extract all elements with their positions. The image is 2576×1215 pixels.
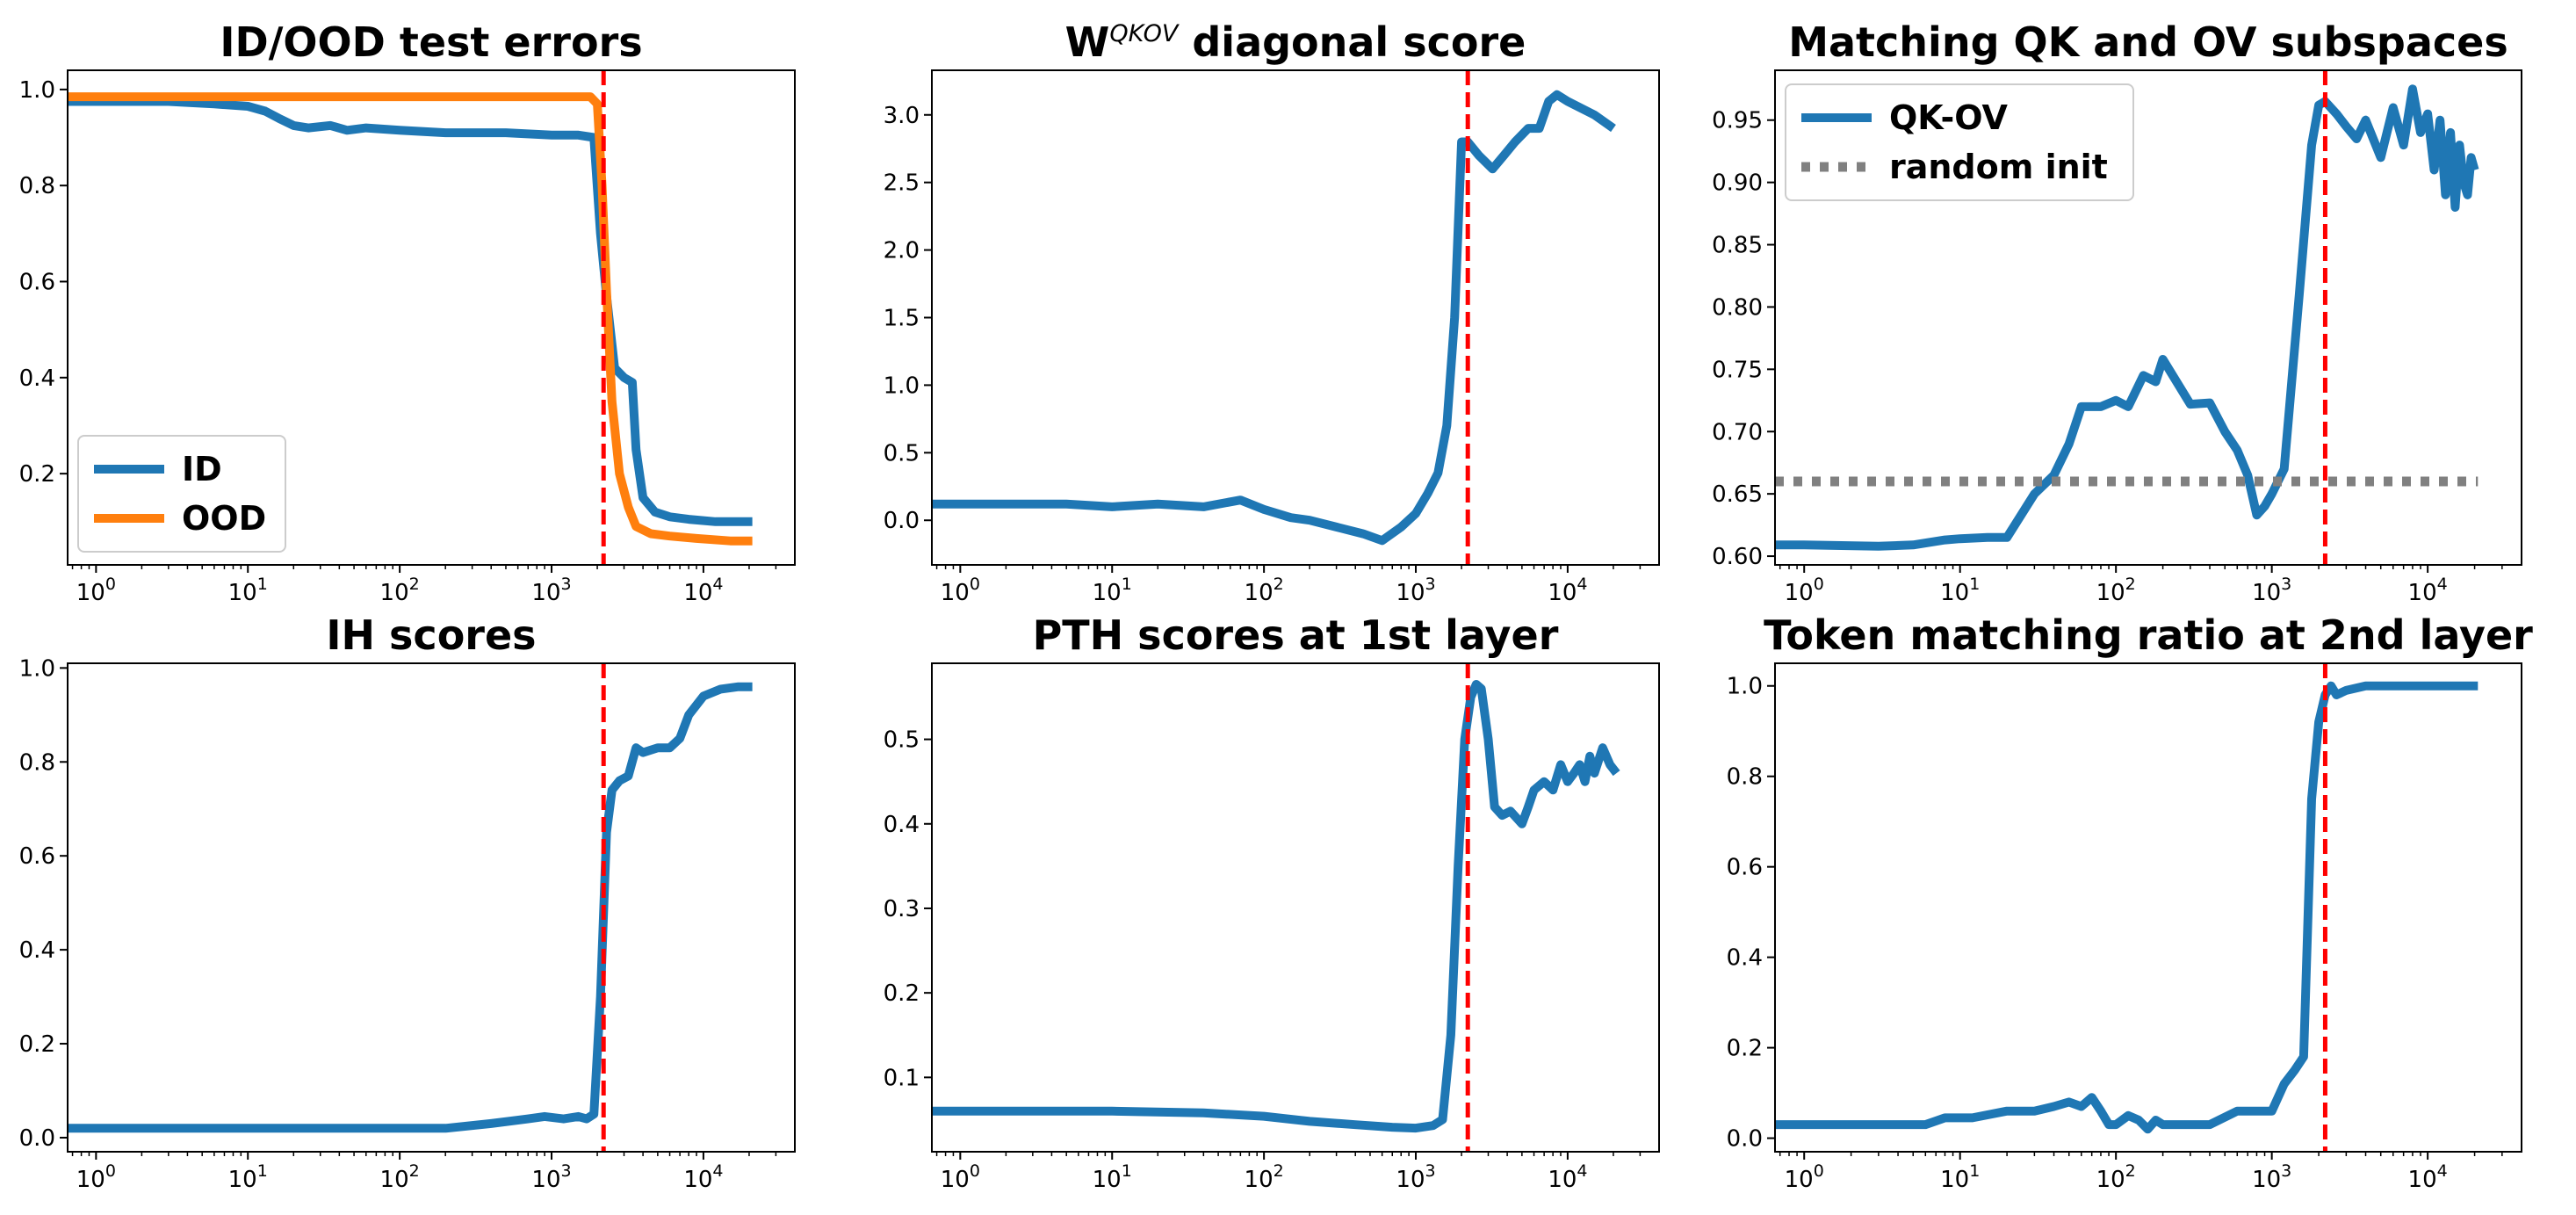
y-tick-label: 0.0 [884,508,920,534]
x-tick-label: 102 [2096,1161,2136,1193]
y-tick-label: 0.95 [1712,108,1763,134]
y-tick-label: 1.0 [1727,674,1763,700]
legend-label-random-init: random init [1889,148,2108,186]
y-tick-label: 0.8 [19,749,55,776]
y-tick-label: 0.80 [1712,294,1763,321]
panel-title: Matching QK and OV subspaces [1788,18,2508,66]
x-tick-label: 102 [1245,1161,1284,1193]
x-tick-label: 100 [1785,1161,1824,1193]
axes-frame [1774,662,2522,1153]
y-tick-label: 0.65 [1712,481,1763,508]
series-line-ih-score [68,682,753,1133]
axes-frame [931,662,1660,1153]
x-tick-label: 103 [2252,1161,2291,1193]
panel-title: ID/OOD test errors [220,18,642,66]
panel-title: IH scores [326,611,536,659]
axes-frame [931,69,1660,566]
y-tick-label: 0.5 [884,727,920,754]
y-tick-label: 0.2 [19,461,55,488]
x-tick-label: 101 [1940,575,1980,606]
y-tick-label: 0.0 [19,1125,55,1152]
series-line-token-matching-ratio [1775,681,2479,1134]
legend-label-ood: OOD [182,499,266,538]
y-tick-label: 0.70 [1712,419,1763,445]
panel-5-pth-scores-at-1st-layer: PTH scores at 1st layer 100 101 102 103 104 0.… [884,611,1660,1193]
panel-title: Token matching ratio at 2nd layer [1764,611,2533,659]
x-tick-label: 101 [1093,575,1132,606]
panel-title: PTH scores at 1st layer [1033,611,1559,659]
x-tick-label: 103 [2252,575,2291,606]
y-tick-label: 0.8 [1727,764,1763,791]
x-tick-label: 100 [76,575,116,606]
y-tick-label: 0.4 [19,937,55,964]
x-tick-label: 104 [2408,575,2448,606]
x-tick-label: 101 [228,1161,268,1193]
x-tick-label: 103 [1396,1161,1435,1193]
y-tick-label: 0.6 [19,270,55,296]
x-tick-label: 102 [380,575,420,606]
legend-box [1785,83,2134,201]
y-tick-label: 0.4 [19,365,55,392]
series-line-id [68,97,753,526]
y-tick-label: 0.2 [19,1031,55,1058]
panel-3-matching-qk-and-ov-subspaces: Matching QK and OV subspaces 100 101 102 103… [1712,18,2522,606]
x-tick-label: 100 [941,1161,980,1193]
x-tick-label: 103 [1396,575,1435,606]
y-tick-label: 2.0 [884,238,920,264]
y-tick-label: 0.2 [884,980,920,1007]
y-tick-label: 0.0 [1727,1126,1763,1153]
x-tick-label: 104 [2408,1161,2448,1193]
y-tick-label: 1.0 [19,655,55,682]
series-line-pth-score [932,680,1620,1133]
y-tick-label: 0.75 [1712,357,1763,383]
y-tick-label: 0.5 [884,440,920,466]
series-line-diagonal-score [932,90,1616,546]
x-tick-label: 102 [2096,575,2136,606]
x-tick-label: 101 [1093,1161,1132,1193]
legend-label-id: ID [182,450,222,488]
y-tick-label: 0.6 [1727,855,1763,881]
series-line-qk-ov [1775,84,2479,551]
y-tick-label: 0.2 [1727,1036,1763,1062]
y-tick-label: 3.0 [884,103,920,129]
panel-title: WQKOV diagonal score [1065,18,1526,66]
panel-2-w-diagonal-score: WQKOV diagonal score 100 101 102 103 104 0.0 0.… [884,18,1660,606]
panel-1-id-ood-test-errors: ID/OOD test errors 100 101 102 103 104 0.2 0.4 0… [19,18,796,606]
y-tick-label: 0.8 [19,173,55,199]
legend-label-qk-ov: QK-OV [1889,98,2009,137]
x-tick-label: 102 [1245,575,1284,606]
x-tick-label: 104 [683,1161,723,1193]
panel-6-token-matching-ratio-at-2nd-layer: Token matching ratio at 2nd layer 100 101 1… [1727,611,2534,1193]
x-tick-label: 100 [76,1161,116,1193]
y-tick-label: 1.0 [19,77,55,104]
y-tick-label: 1.5 [884,306,920,332]
x-tick-label: 100 [1785,575,1824,606]
y-tick-label: 0.60 [1712,544,1763,570]
x-tick-label: 100 [941,575,980,606]
panel-4-ih-scores: IH scores 100 101 102 103 104 0.0 0.2 0.4 0.6 0.8 1… [19,611,796,1193]
x-tick-label: 104 [1548,1161,1587,1193]
y-tick-label: 1.0 [884,372,920,399]
y-tick-label: 0.85 [1712,233,1763,259]
y-tick-label: 0.3 [884,896,920,922]
x-tick-label: 102 [380,1161,420,1193]
y-tick-label: 0.4 [884,812,920,838]
axes-frame [67,662,796,1153]
x-tick-label: 101 [1940,1161,1980,1193]
y-tick-label: 0.90 [1712,170,1763,197]
y-tick-label: 0.1 [884,1065,920,1091]
y-tick-label: 2.5 [884,170,920,197]
x-tick-label: 104 [683,575,723,606]
axes-frame [1774,69,2522,566]
y-tick-label: 0.6 [19,843,55,870]
x-tick-label: 104 [1548,575,1587,606]
axes-frame [67,69,796,566]
series-line-ood [68,92,753,546]
x-tick-label: 103 [531,1161,571,1193]
x-tick-label: 101 [228,575,268,606]
y-tick-label: 0.4 [1727,945,1763,972]
x-tick-label: 103 [531,575,571,606]
